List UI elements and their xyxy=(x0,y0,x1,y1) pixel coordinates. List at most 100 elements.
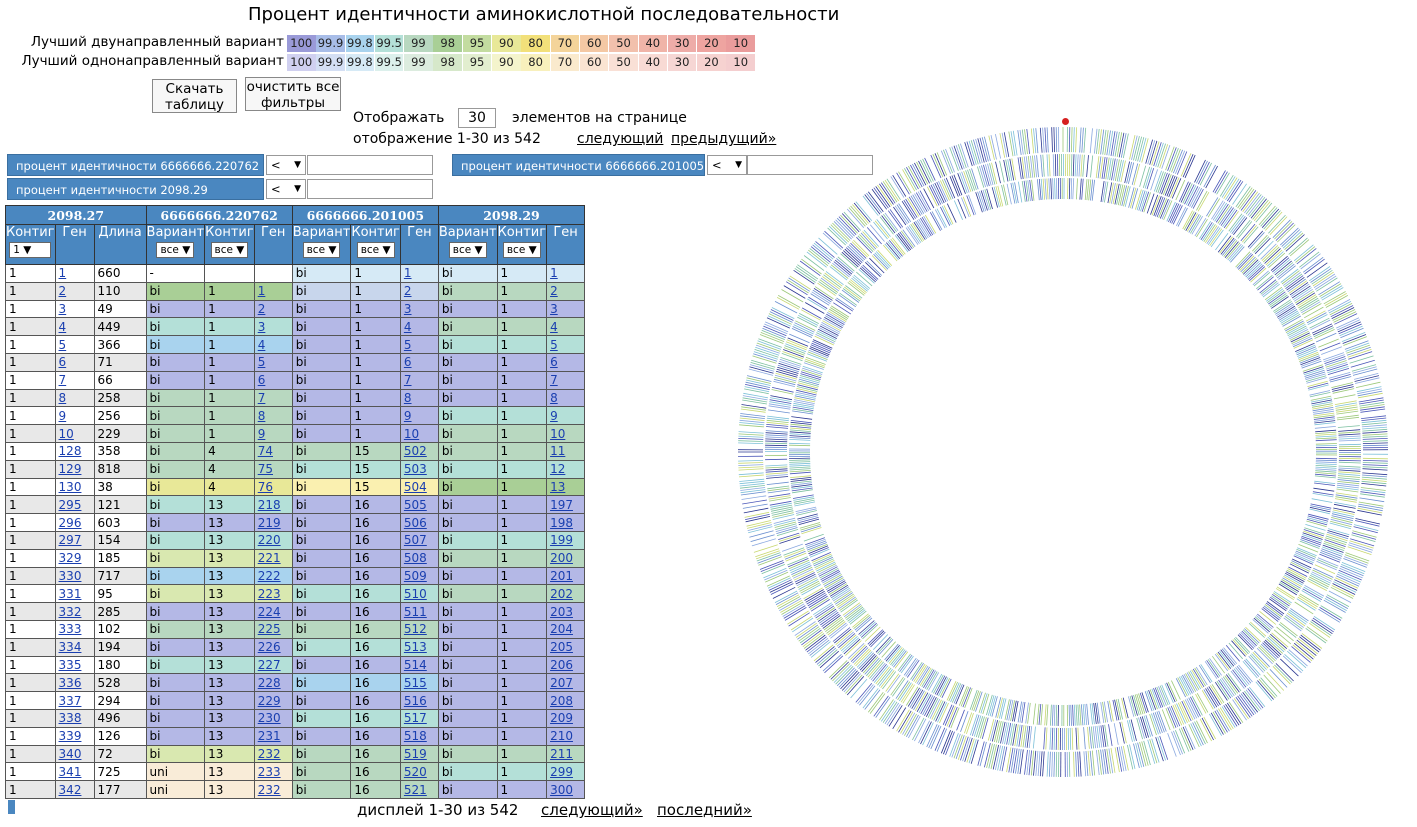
gene-link[interactable]: 2 xyxy=(550,284,558,299)
gene-link[interactable]: 508 xyxy=(403,551,427,566)
table-cell[interactable]: 515 xyxy=(399,673,439,693)
table-cell[interactable]: 211 xyxy=(546,744,586,764)
gene-link[interactable]: 339 xyxy=(58,729,82,744)
gene-link[interactable]: 206 xyxy=(550,657,573,672)
gene-link[interactable]: 511 xyxy=(403,604,427,619)
gene-link[interactable]: 9 xyxy=(403,408,412,423)
table-cell[interactable]: 223 xyxy=(253,584,293,604)
table-cell[interactable]: 229 xyxy=(253,691,293,710)
gene-link[interactable]: 3 xyxy=(257,319,266,334)
table-cell[interactable]: 332 xyxy=(54,602,95,621)
gene-link[interactable]: 338 xyxy=(58,711,82,726)
table-cell[interactable]: 219 xyxy=(253,513,293,532)
gene-link[interactable]: 208 xyxy=(550,693,573,708)
gene-link[interactable]: 75 xyxy=(257,462,273,477)
gene-link[interactable]: 295 xyxy=(58,497,82,512)
gene-link[interactable]: 224 xyxy=(257,604,281,619)
gene-link[interactable]: 9 xyxy=(550,408,558,423)
gene-link[interactable]: 331 xyxy=(58,586,82,601)
table-cell[interactable]: 513 xyxy=(399,637,439,657)
gene-link[interactable]: 76 xyxy=(257,479,273,494)
table-cell[interactable]: 514 xyxy=(399,655,439,675)
gene-link[interactable]: 3 xyxy=(58,301,67,316)
gene-link[interactable]: 199 xyxy=(550,533,573,548)
table-cell[interactable]: 512 xyxy=(399,619,439,639)
table-cell[interactable]: 1 xyxy=(54,264,95,283)
next-link[interactable]: следующий xyxy=(577,131,664,147)
table-cell[interactable]: 232 xyxy=(253,744,293,764)
table-cell[interactable]: 10 xyxy=(54,424,95,443)
gene-link[interactable]: 336 xyxy=(58,675,82,690)
gene-link[interactable]: 128 xyxy=(58,444,82,459)
table-cell[interactable]: 340 xyxy=(54,744,95,764)
gene-link[interactable]: 226 xyxy=(257,640,281,655)
table-cell[interactable]: 224 xyxy=(253,602,293,621)
gene-link[interactable]: 204 xyxy=(550,622,573,637)
gene-link[interactable]: 515 xyxy=(403,675,427,690)
table-cell[interactable]: 226 xyxy=(253,637,293,657)
table-cell[interactable]: 518 xyxy=(399,726,439,746)
gene-link[interactable]: 521 xyxy=(403,782,427,797)
gene-link[interactable]: 517 xyxy=(403,711,427,726)
gene-link[interactable]: 333 xyxy=(58,622,82,637)
filter-value-input-220762[interactable] xyxy=(307,155,433,175)
table-cell[interactable]: 221 xyxy=(253,548,293,568)
gene-link[interactable]: 203 xyxy=(550,604,573,619)
gene-link[interactable]: 222 xyxy=(257,568,281,583)
column-header-gene[interactable]: Ген xyxy=(399,224,439,265)
table-cell[interactable]: 521 xyxy=(399,780,439,799)
table-cell[interactable]: 6 xyxy=(253,370,293,390)
table-cell[interactable]: 6 xyxy=(546,352,586,372)
table-cell[interactable]: 1 xyxy=(399,264,439,283)
table-cell[interactable]: 329 xyxy=(54,548,95,568)
gene-link[interactable]: 225 xyxy=(257,622,281,637)
gene-link[interactable]: 233 xyxy=(257,764,281,779)
gene-link[interactable]: 297 xyxy=(58,533,82,548)
table-cell[interactable]: 5 xyxy=(253,352,293,372)
table-cell[interactable]: 341 xyxy=(54,762,95,782)
table-cell[interactable]: 76 xyxy=(253,477,293,497)
gene-link[interactable]: 504 xyxy=(403,479,427,494)
table-cell[interactable]: 233 xyxy=(253,762,293,782)
table-cell[interactable]: 230 xyxy=(253,708,293,728)
table-cell[interactable]: 503 xyxy=(399,459,439,479)
gene-link[interactable]: 9 xyxy=(58,408,67,423)
contig-filter-dropdown[interactable]: все ▼ xyxy=(210,242,249,258)
table-cell[interactable]: 202 xyxy=(546,584,586,604)
table-cell[interactable]: 2 xyxy=(54,281,95,301)
gene-link[interactable]: 1 xyxy=(550,266,558,281)
gene-link[interactable]: 13 xyxy=(550,479,566,494)
gene-link[interactable]: 505 xyxy=(403,497,427,512)
table-cell[interactable]: 504 xyxy=(399,477,439,497)
table-cell[interactable]: 3 xyxy=(399,299,439,319)
gene-link[interactable]: 10 xyxy=(403,426,420,441)
table-cell[interactable]: 517 xyxy=(399,708,439,728)
gene-link[interactable]: 341 xyxy=(58,764,82,779)
table-cell[interactable]: 128 xyxy=(54,441,95,461)
table-cell[interactable]: 2 xyxy=(399,281,439,301)
table-cell[interactable]: 333 xyxy=(54,619,95,639)
gene-link[interactable]: 10 xyxy=(58,426,74,441)
gene-link[interactable]: 7 xyxy=(58,373,67,388)
column-header-gene[interactable]: Ген xyxy=(546,224,586,265)
gene-link[interactable]: 210 xyxy=(550,729,573,744)
table-cell[interactable]: 339 xyxy=(54,726,95,746)
gene-link[interactable]: 4 xyxy=(257,337,266,352)
bottom-last-link[interactable]: последний» xyxy=(657,801,752,819)
gene-link[interactable]: 12 xyxy=(550,462,566,477)
gene-link[interactable]: 2 xyxy=(403,284,412,299)
gene-link[interactable]: 4 xyxy=(550,319,558,334)
gene-link[interactable]: 6 xyxy=(550,355,558,370)
table-cell[interactable]: 516 xyxy=(399,691,439,710)
gene-link[interactable]: 218 xyxy=(257,497,281,512)
gene-link[interactable]: 296 xyxy=(58,515,82,530)
table-cell[interactable]: 209 xyxy=(546,708,586,728)
table-cell[interactable]: 231 xyxy=(253,726,293,746)
table-cell[interactable]: 7 xyxy=(54,370,95,390)
table-cell[interactable]: 1 xyxy=(253,281,293,301)
table-cell[interactable]: 11 xyxy=(546,441,586,461)
gene-link[interactable]: 3 xyxy=(550,301,558,316)
gene-link[interactable]: 519 xyxy=(403,746,427,761)
gene-link[interactable]: 330 xyxy=(58,568,82,583)
gene-link[interactable]: 3 xyxy=(403,301,412,316)
